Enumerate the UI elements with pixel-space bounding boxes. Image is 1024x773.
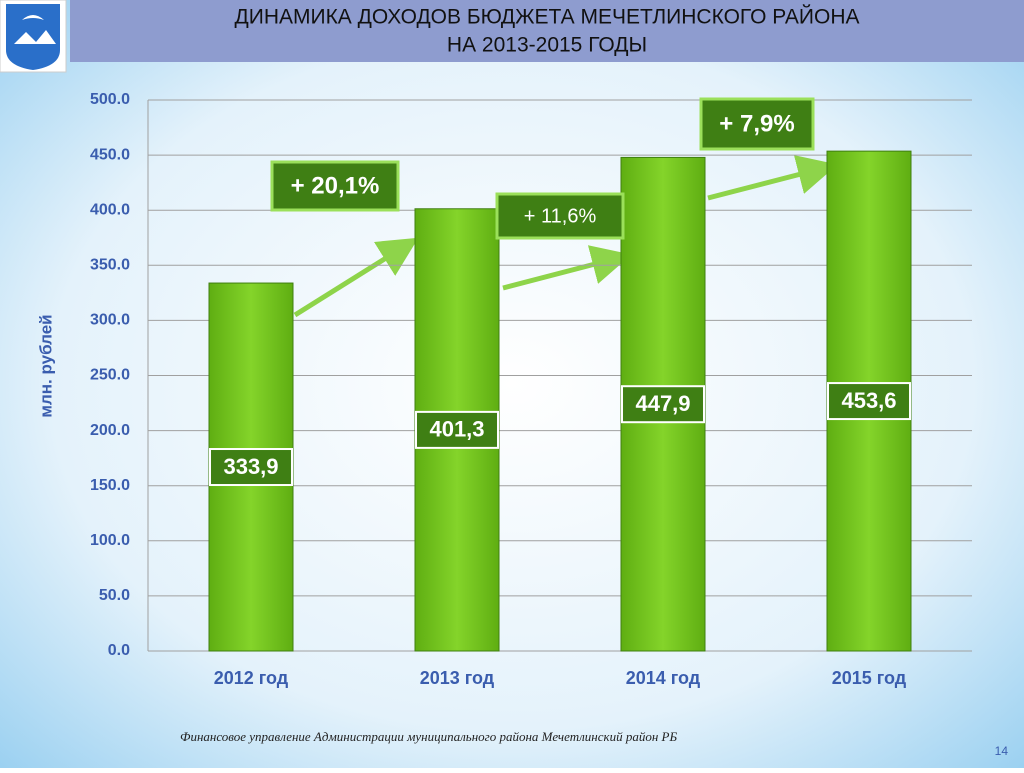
- page-number: 14: [995, 744, 1009, 758]
- y-tick-label: 250.0: [90, 367, 130, 384]
- arrows: [293, 155, 838, 318]
- annotation: + 20,1%: [291, 172, 380, 199]
- value-label: 401,3: [429, 417, 484, 442]
- value-label: 447,9: [635, 391, 690, 416]
- value-label-box: [415, 410, 499, 449]
- value-label: 333,9: [223, 454, 278, 479]
- annotation-box: [699, 97, 815, 151]
- x-tick-label: 2014 год: [626, 668, 701, 688]
- y-tick-label: 300.0: [90, 312, 130, 329]
- y-tick-label: 500.0: [90, 91, 130, 108]
- y-tick-label: 100.0: [90, 532, 130, 549]
- footer: Финансовое управление Администрации муни…: [180, 729, 677, 744]
- value-label-box: [621, 385, 705, 424]
- y-tick-label: 200.0: [90, 422, 130, 439]
- y-tick-label: 350.0: [90, 257, 130, 274]
- chart-title: НА 2013-2015 ГОДЫ: [447, 34, 647, 57]
- annotation-box: [495, 192, 625, 240]
- x-tick-label: 2012 год: [214, 668, 289, 688]
- x-tick-label: 2015 год: [832, 668, 907, 688]
- y-tick-label: 0.0: [108, 642, 130, 659]
- x-tick-label: 2013 год: [420, 668, 495, 688]
- y-tick-label: 400.0: [90, 201, 130, 218]
- value-label: 453,6: [841, 388, 896, 413]
- annotation: + 7,9%: [719, 110, 794, 137]
- title-bar: [70, 0, 1024, 62]
- annotation-box: [270, 160, 400, 212]
- chart-title: ДИНАМИКА ДОХОДОВ БЮДЖЕТА МЕЧЕТЛИНСКОГО Р…: [235, 5, 860, 29]
- y-axis-label: млн. рублей: [36, 314, 55, 417]
- y-tick-label: 450.0: [90, 146, 130, 163]
- annotation: + 11,6%: [524, 205, 597, 227]
- value-label-box: [209, 448, 293, 487]
- logo: [0, 0, 67, 73]
- y-tick-label: 50.0: [99, 587, 130, 604]
- value-label-box: [827, 382, 911, 421]
- y-tick-label: 150.0: [90, 477, 130, 494]
